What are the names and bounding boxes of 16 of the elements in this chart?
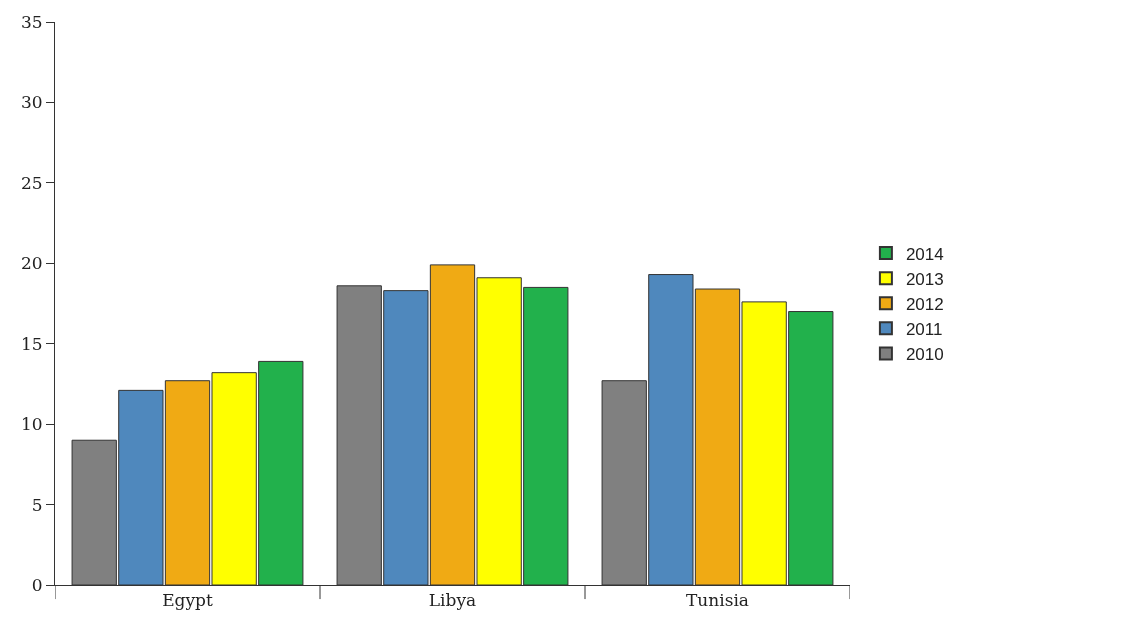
y-tick-label: 15: [20, 333, 43, 354]
legend-label: 2014: [905, 244, 944, 264]
legend-label: 2012: [905, 294, 944, 314]
y-tick-label: 35: [20, 11, 43, 32]
y-tick-label: 10: [20, 414, 43, 435]
x-tick-label: Egypt: [162, 590, 213, 611]
legend-label: 2013: [905, 269, 944, 289]
y-tick-label: 30: [20, 92, 43, 113]
legend-label: 2011: [905, 319, 943, 339]
y-tick-label: 0: [31, 574, 43, 595]
y-tick-label: 5: [31, 494, 43, 515]
x-tick-label: Libya: [428, 590, 477, 611]
legend-label: 2010: [905, 345, 944, 365]
x-tick-label: Tunisia: [686, 590, 749, 611]
y-tick-label: 25: [20, 172, 43, 193]
y-tick-label: 20: [20, 253, 43, 274]
